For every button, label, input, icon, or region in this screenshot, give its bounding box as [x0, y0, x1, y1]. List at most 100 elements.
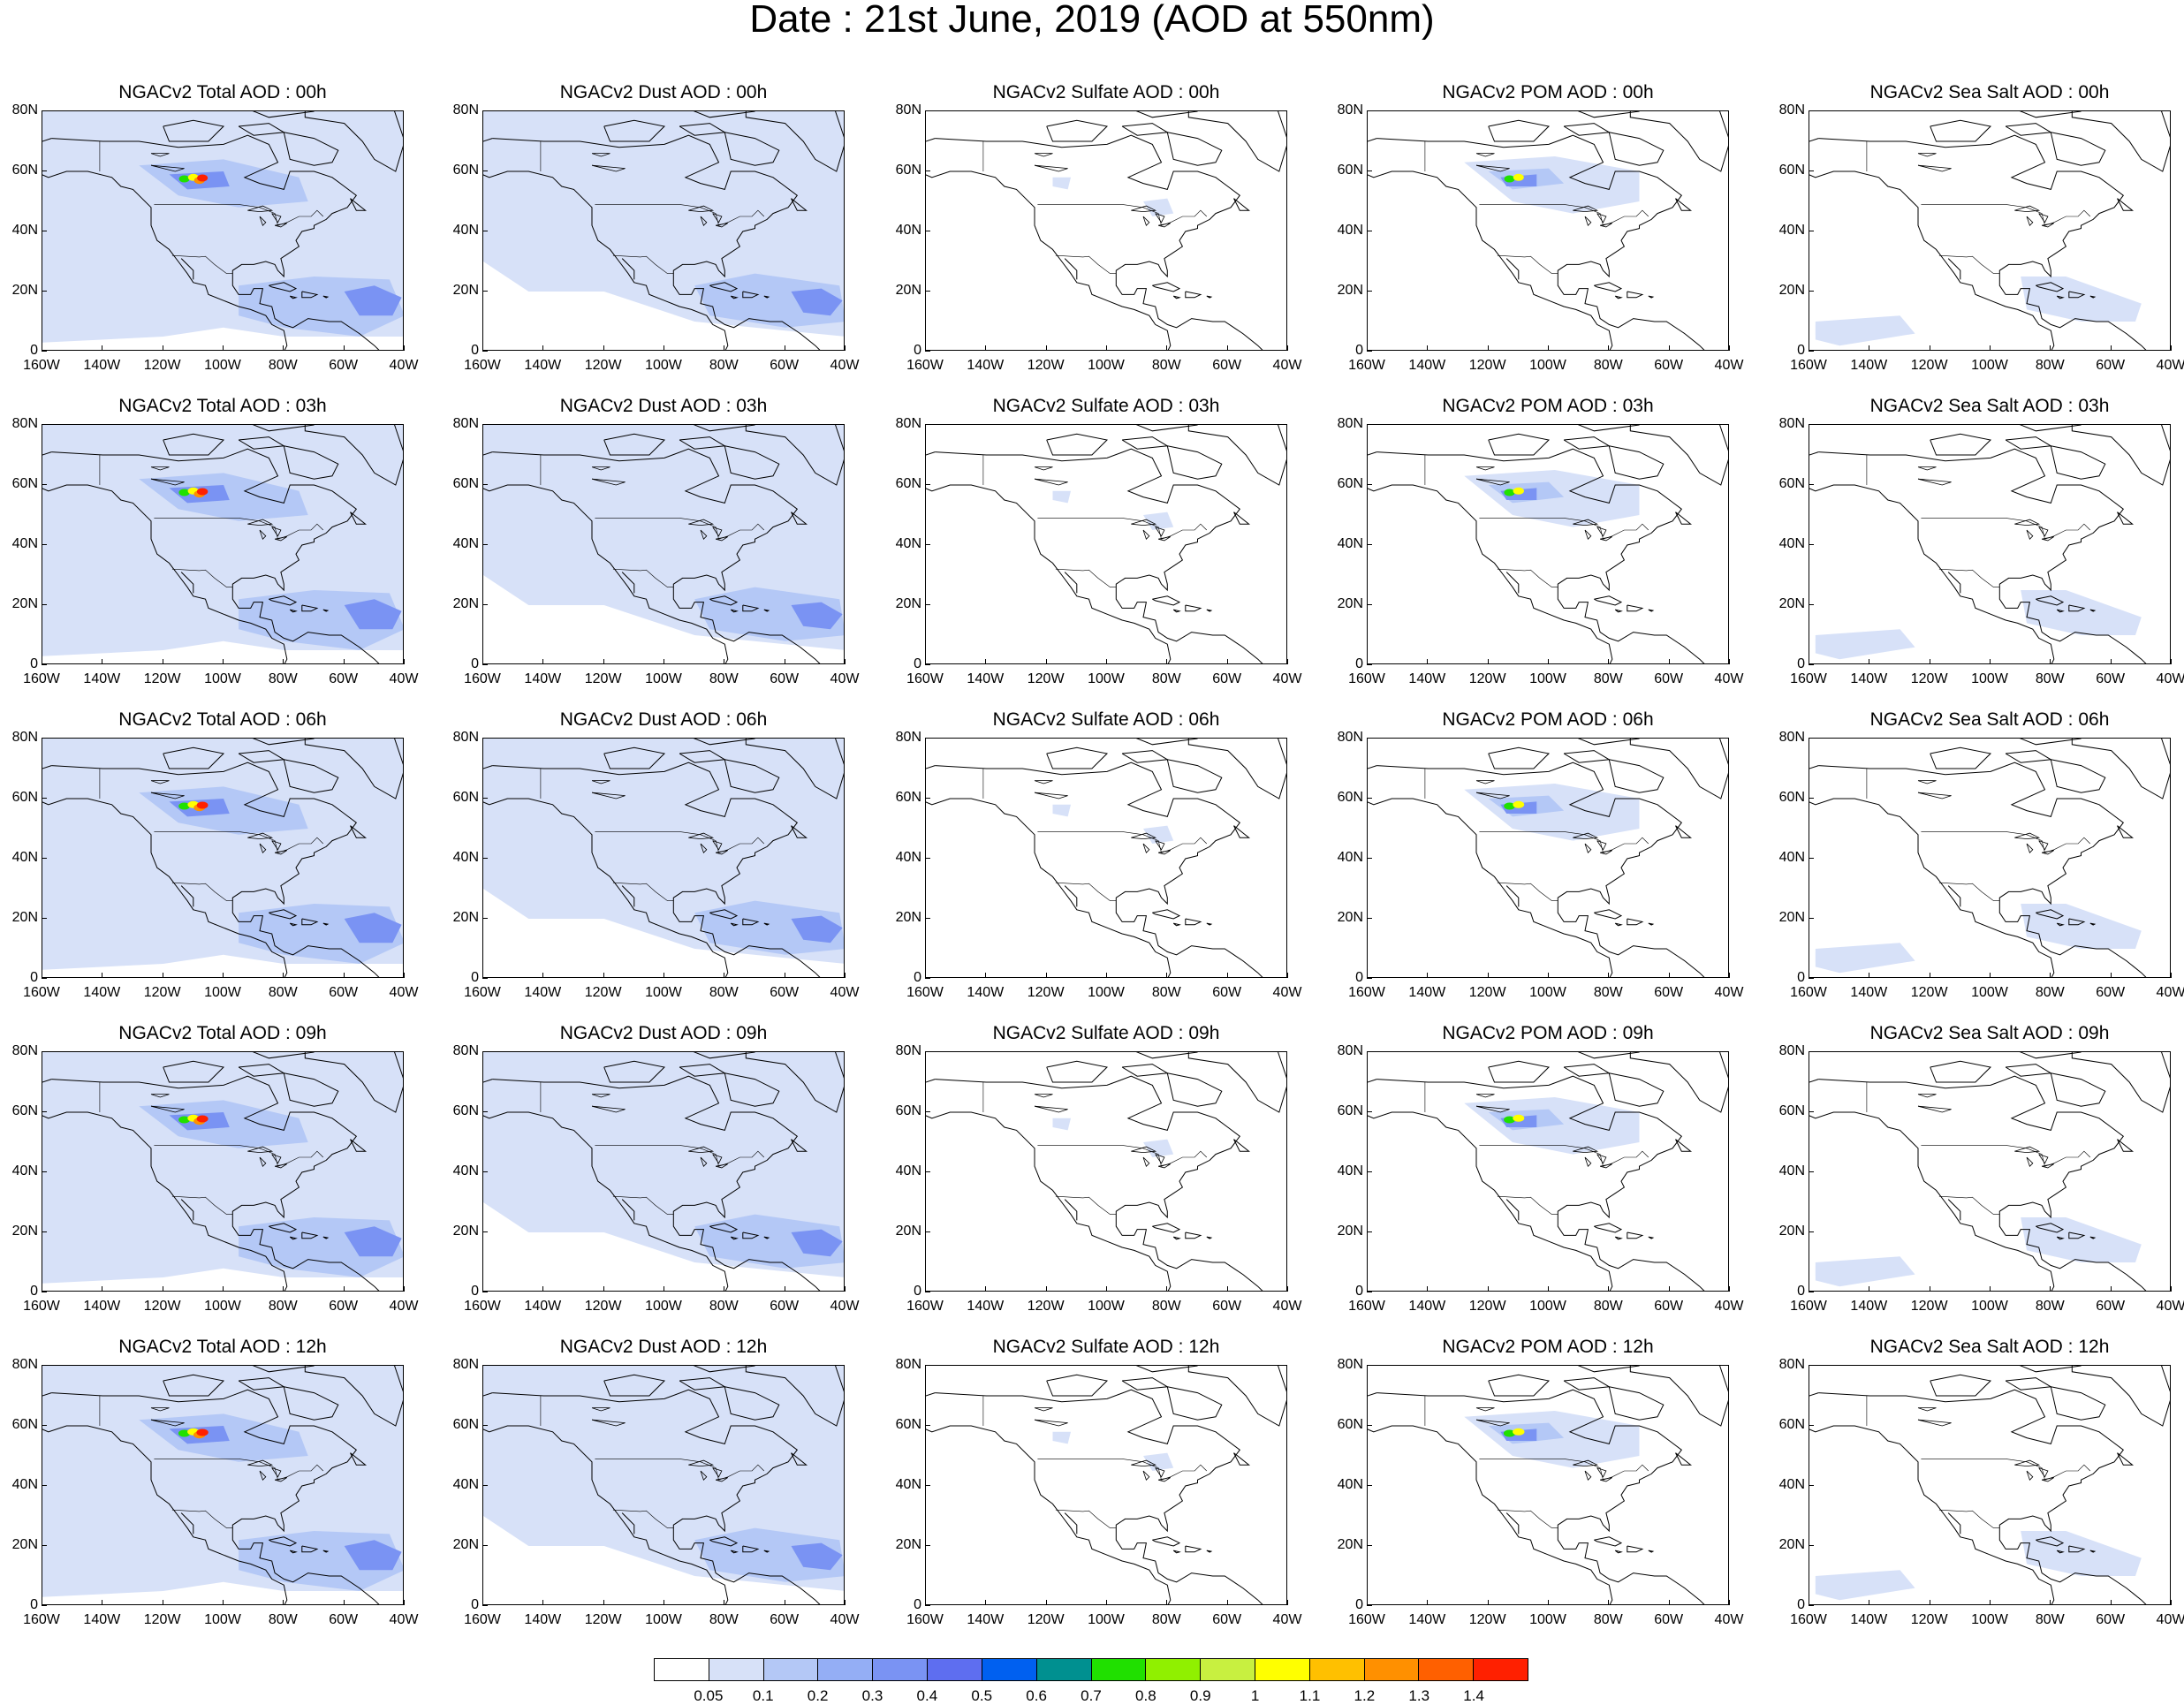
lat-tick-label: 0: [914, 656, 921, 671]
map-panel-seasalt: [1809, 424, 2171, 664]
lon-tick-label: 60W: [770, 1299, 800, 1314]
lon-tick-label: 100W: [645, 1612, 682, 1627]
lon-tick: [1729, 973, 1730, 978]
country-border: [171, 254, 233, 274]
lake-outline: [1034, 1105, 1068, 1113]
lon-tick: [1487, 1600, 1489, 1605]
island-outline: [2050, 132, 2106, 166]
lat-tick-label: 80N: [1337, 1043, 1363, 1058]
lat-tick: [1367, 291, 1372, 292]
aod-field-great-lakes: [1143, 512, 1174, 530]
colorbar-label: 0.05: [694, 1687, 724, 1704]
lake-outline: [1584, 1156, 1592, 1167]
country-border: [171, 1509, 233, 1528]
lat-tick: [925, 858, 930, 859]
lon-tick: [1166, 659, 1168, 664]
lake-outline: [150, 780, 170, 784]
lake-outline: [271, 527, 282, 537]
coastline: [1376, 448, 1705, 663]
lake-outline: [1475, 478, 1510, 486]
lat-tick: [482, 170, 488, 171]
island-outline: [2056, 295, 2065, 299]
lat-tick-label: 20N: [11, 1537, 38, 1552]
coastline: [483, 138, 729, 350]
lon-tick-label: 140W: [83, 358, 121, 373]
lake-outline: [1475, 792, 1510, 799]
lake-outline: [688, 1459, 715, 1467]
lat-tick-label: 0: [1355, 1597, 1363, 1612]
island-outline: [1187, 111, 1286, 172]
country-border: [1055, 568, 1117, 587]
island-outline: [1577, 111, 1640, 118]
lon-tick-label: 80W: [2035, 1612, 2065, 1627]
island-outline: [1046, 746, 1109, 769]
lon-tick-label: 80W: [1151, 1612, 1181, 1627]
lon-tick: [1287, 973, 1288, 978]
island-outline: [2071, 739, 2170, 799]
island-outline: [1233, 512, 1251, 525]
map-canvas: [1809, 739, 2170, 977]
lake-outline: [1475, 164, 1510, 172]
lat-tick-label: 40N: [895, 1477, 921, 1492]
island-outline: [322, 295, 330, 299]
lat-tick: [925, 1171, 930, 1172]
lat-tick-label: 40N: [895, 536, 921, 551]
island-outline: [1563, 1377, 1611, 1391]
lon-tick: [603, 1600, 604, 1605]
lon-tick-label: 80W: [709, 358, 739, 373]
lon-tick-label: 80W: [1593, 671, 1623, 686]
lon-tick: [343, 1286, 345, 1292]
lon-tick: [223, 659, 224, 664]
coastline: [42, 1079, 288, 1291]
lon-tick: [1045, 345, 1047, 351]
lon-tick: [1045, 973, 1047, 978]
island-outline: [350, 1139, 368, 1152]
lon-tick-label: 60W: [1212, 985, 1242, 1000]
lon-tick-label: 80W: [1593, 1299, 1623, 1314]
lat-tick: [42, 798, 47, 799]
lat-tick-label: 0: [914, 343, 921, 358]
aod-hotspot: [196, 488, 209, 496]
island-outline: [603, 433, 666, 456]
island-outline: [1152, 909, 1181, 920]
lon-tick: [1106, 973, 1107, 978]
island-outline: [1121, 750, 1169, 763]
lon-tick: [1226, 1600, 1228, 1605]
island-outline: [1675, 1139, 1693, 1152]
lon-tick-label: 80W: [1593, 358, 1623, 373]
lat-tick-label: 20N: [1778, 283, 1805, 298]
lon-tick: [283, 345, 284, 351]
panel-title: NGACv2 POM AOD : 09h: [1442, 1023, 1654, 1043]
lon-tick-label: 100W: [1088, 985, 1125, 1000]
lon-tick-label: 40W: [389, 1299, 419, 1314]
lat-tick-label: 20N: [1778, 1537, 1805, 1552]
coastline: [1064, 1512, 1078, 1534]
lat-tick-label: 60N: [1337, 1417, 1363, 1432]
lat-tick-label: 80N: [895, 730, 921, 745]
island-outline: [693, 1052, 755, 1059]
coastline: [1064, 885, 1078, 907]
lat-tick-label: 40N: [1337, 536, 1363, 551]
coastline: [621, 258, 635, 280]
island-outline: [1930, 1374, 1992, 1397]
island-outline: [1172, 295, 1181, 299]
island-outline: [693, 425, 755, 432]
lat-tick-label: 20N: [452, 910, 479, 925]
island-outline: [679, 750, 726, 763]
panel-title: NGACv2 POM AOD : 12h: [1442, 1337, 1654, 1357]
lon-tick-label: 80W: [268, 671, 298, 686]
island-outline: [1608, 132, 1665, 166]
lon-tick-label: 120W: [143, 1299, 181, 1314]
island-outline: [2117, 1139, 2135, 1152]
panel-title: NGACv2 Sulfate AOD : 03h: [992, 396, 1220, 416]
lon-tick: [283, 1286, 284, 1292]
island-outline: [1185, 1231, 1202, 1239]
lat-tick: [482, 738, 488, 739]
lon-tick-label: 60W: [1212, 671, 1242, 686]
aod-field-atlantic: [344, 1540, 402, 1571]
lake-outline: [591, 466, 610, 471]
lon-tick-label: 120W: [584, 1299, 622, 1314]
island-outline: [1608, 445, 1665, 480]
lat-tick-label: 60N: [11, 1417, 38, 1432]
aod-field-pacific: [1815, 1570, 1915, 1601]
